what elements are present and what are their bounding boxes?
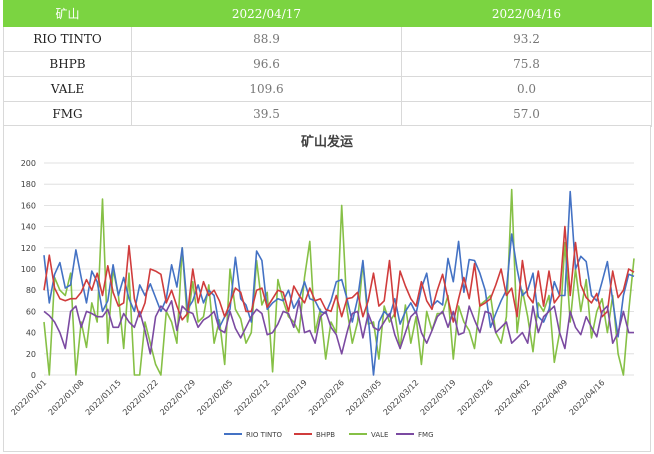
y-tick-label: 120 bbox=[21, 244, 36, 253]
x-tick-label: 2022/03/26 bbox=[456, 378, 495, 417]
row-value-1: 96.6 bbox=[131, 51, 402, 77]
legend-label: FMG bbox=[418, 431, 434, 439]
row-mine-name: BHPB bbox=[3, 51, 132, 77]
legend-item: BHPB bbox=[294, 431, 335, 439]
chart-title: 矿山发运 bbox=[301, 134, 353, 150]
x-tick-label: 2022/02/12 bbox=[233, 378, 272, 417]
legend-label: VALE bbox=[371, 431, 388, 439]
x-tick-label: 2022/03/19 bbox=[419, 378, 458, 417]
row-value-2: 57.0 bbox=[401, 101, 652, 127]
row-mine-name: RIO TINTO bbox=[3, 26, 132, 52]
header-date-1: 2022/04/17 bbox=[131, 0, 402, 27]
x-tick-label: 2022/04/16 bbox=[568, 378, 607, 417]
row-value-1: 88.9 bbox=[131, 26, 402, 52]
table-row: VALE 109.6 0.0 bbox=[3, 76, 652, 102]
y-tick-label: 20 bbox=[26, 350, 36, 359]
mine-shipping-panel: 矿山 2022/04/17 2022/04/16 RIO TINTO 88.9 … bbox=[3, 0, 652, 452]
y-tick-label: 60 bbox=[26, 307, 36, 316]
y-tick-label: 180 bbox=[21, 180, 36, 189]
x-tick-label: 2022/02/05 bbox=[195, 378, 234, 417]
mine-shipping-line-chart: 矿山发运 0 20 40 60 80 100 120 140 160 180 200 2022/01… bbox=[9, 134, 635, 439]
x-tick-label: 2022/01/22 bbox=[121, 378, 160, 417]
y-tick-label: 140 bbox=[21, 223, 36, 232]
legend-item: RIO TINTO bbox=[224, 431, 283, 439]
x-tick-label: 2022/04/09 bbox=[530, 378, 569, 417]
legend-item: VALE bbox=[349, 431, 388, 439]
table-header-row: 矿山 2022/04/17 2022/04/16 bbox=[3, 0, 652, 27]
header-mine: 矿山 bbox=[3, 0, 132, 27]
row-value-2: 75.8 bbox=[401, 51, 652, 77]
mine-shipping-table: 矿山 2022/04/17 2022/04/16 RIO TINTO 88.9 … bbox=[3, 0, 652, 127]
x-tick-label: 2022/01/08 bbox=[47, 378, 86, 417]
y-tick-label: 0 bbox=[31, 371, 36, 380]
table-row: RIO TINTO 88.9 93.2 bbox=[3, 26, 652, 52]
y-tick-label: 160 bbox=[21, 201, 36, 210]
row-value-1: 109.6 bbox=[131, 76, 402, 102]
chart-area: 矿山发运 0 20 40 60 80 100 120 140 160 180 200 2022/01… bbox=[3, 125, 651, 452]
row-value-2: 93.2 bbox=[401, 26, 652, 52]
y-tick-label: 100 bbox=[21, 265, 36, 274]
series-line-vale bbox=[43, 188, 635, 376]
header-date-2: 2022/04/16 bbox=[401, 0, 652, 27]
row-value-1: 39.5 bbox=[131, 101, 402, 127]
x-tick-label: 2022/01/29 bbox=[158, 378, 197, 417]
x-tick-label: 2022/01/15 bbox=[84, 378, 123, 417]
x-tick-label: 2022/03/12 bbox=[382, 378, 421, 417]
row-mine-name: VALE bbox=[3, 76, 132, 102]
legend-item: FMG bbox=[396, 431, 434, 439]
row-value-2: 0.0 bbox=[401, 76, 652, 102]
y-tick-label: 40 bbox=[26, 329, 36, 338]
table-row: BHPB 96.6 75.8 bbox=[3, 51, 652, 77]
row-mine-name: FMG bbox=[3, 101, 132, 127]
legend-label: BHPB bbox=[316, 431, 335, 439]
series-line-bhpb bbox=[43, 225, 635, 323]
series-line-rio-tinto bbox=[43, 190, 635, 376]
y-tick-label: 200 bbox=[21, 159, 36, 168]
y-tick-label: 80 bbox=[26, 286, 36, 295]
legend-label: RIO TINTO bbox=[246, 431, 283, 439]
x-tick-label: 2022/01/01 bbox=[9, 378, 48, 417]
series-line-fmg bbox=[43, 300, 634, 355]
x-tick-label: 2022/04/02 bbox=[493, 378, 532, 417]
x-tick-label: 2022/03/05 bbox=[344, 378, 383, 417]
table-row: FMG 39.5 57.0 bbox=[3, 101, 652, 127]
x-tick-label: 2022/02/26 bbox=[307, 378, 346, 417]
x-tick-label: 2022/02/19 bbox=[270, 378, 309, 417]
